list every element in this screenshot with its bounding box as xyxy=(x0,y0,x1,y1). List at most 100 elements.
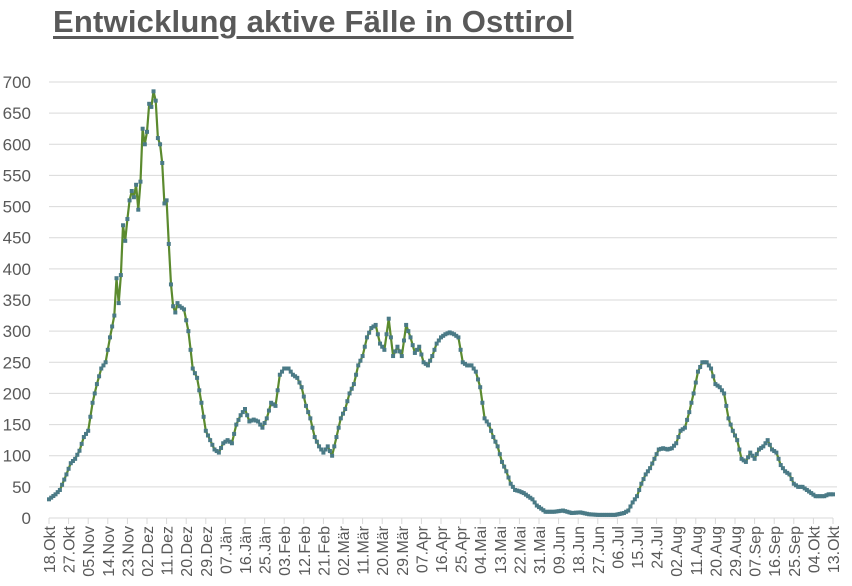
data-point-marker xyxy=(695,369,700,374)
data-point-marker xyxy=(643,472,648,477)
data-point-marker xyxy=(164,198,169,203)
data-point-marker xyxy=(471,366,476,371)
data-point-marker xyxy=(571,510,576,515)
data-point-marker xyxy=(802,486,807,491)
x-tick-label: 24.Jul xyxy=(650,526,667,569)
data-point-marker xyxy=(73,456,78,461)
data-point-marker xyxy=(635,494,639,499)
data-point-marker xyxy=(621,511,626,516)
data-point-marker xyxy=(650,461,655,466)
data-point-marker xyxy=(334,435,339,440)
data-point-marker xyxy=(221,441,226,446)
data-point-marker xyxy=(303,403,308,408)
data-point-marker xyxy=(380,344,385,349)
data-point-marker xyxy=(131,195,136,200)
data-point-marker xyxy=(393,349,398,354)
data-point-marker xyxy=(617,511,622,516)
data-point-marker xyxy=(750,453,755,458)
x-tick-label: 18.Jun xyxy=(571,526,588,574)
data-point-marker xyxy=(809,491,814,496)
data-point-marker xyxy=(807,489,812,494)
y-tick-label: 150 xyxy=(3,416,31,435)
data-point-marker xyxy=(759,445,764,450)
data-point-marker xyxy=(560,508,565,513)
data-point-marker xyxy=(669,446,674,451)
data-point-marker xyxy=(238,413,243,418)
data-point-marker xyxy=(247,419,252,424)
data-point-marker xyxy=(678,428,683,433)
data-point-marker xyxy=(112,313,117,318)
data-point-marker xyxy=(587,512,592,517)
data-point-marker xyxy=(793,483,798,488)
data-point-marker xyxy=(97,374,102,379)
data-point-marker xyxy=(756,447,761,452)
data-point-marker xyxy=(604,512,609,517)
x-tick-label: 16.Apr xyxy=(434,525,451,573)
x-tick-label: 16.Jän xyxy=(238,526,255,574)
data-point-marker xyxy=(310,425,315,430)
data-point-marker xyxy=(693,380,698,385)
data-point-marker xyxy=(51,493,56,498)
data-point-marker xyxy=(343,407,348,411)
data-point-marker xyxy=(443,332,448,337)
data-point-marker xyxy=(502,464,507,469)
chart-title: Entwicklung aktive Fälle in Osttirol xyxy=(53,4,574,39)
data-point-marker xyxy=(256,419,261,424)
data-series-active-cases xyxy=(47,89,835,517)
data-point-marker xyxy=(232,431,237,436)
data-point-marker xyxy=(658,446,663,451)
data-point-marker xyxy=(545,509,550,514)
data-point-marker xyxy=(312,435,317,440)
data-point-marker xyxy=(142,142,147,147)
data-point-marker xyxy=(208,438,213,443)
data-point-marker xyxy=(597,512,602,517)
data-point-marker xyxy=(253,418,258,423)
data-point-marker xyxy=(765,438,770,443)
data-point-marker xyxy=(356,363,361,368)
data-point-marker xyxy=(774,450,779,455)
data-point-marker xyxy=(687,410,692,415)
data-point-marker xyxy=(412,350,417,355)
data-point-marker xyxy=(600,512,605,517)
data-point-marker xyxy=(327,449,332,454)
x-tick-label: 02.Mär xyxy=(336,525,353,575)
data-point-marker xyxy=(754,452,759,457)
y-tick-label: 600 xyxy=(3,135,31,154)
data-point-marker xyxy=(578,510,583,515)
data-point-marker xyxy=(260,425,265,430)
data-point-marker xyxy=(203,428,208,433)
x-tick-label: 06.Jul xyxy=(610,526,627,569)
data-point-marker xyxy=(672,443,677,448)
data-point-marker xyxy=(532,500,537,505)
data-point-marker xyxy=(763,441,768,446)
y-tick-label: 500 xyxy=(3,198,31,217)
data-point-marker xyxy=(236,417,241,422)
data-point-marker xyxy=(702,360,707,365)
x-tick-label: 13.Mai xyxy=(493,526,510,574)
x-tick-label: 27.Okt xyxy=(62,525,79,573)
data-point-marker xyxy=(280,369,285,374)
data-point-marker xyxy=(388,335,393,340)
data-point-marker xyxy=(473,369,478,374)
x-tick-label: 16.Sep xyxy=(767,526,784,577)
data-point-marker xyxy=(685,417,690,422)
y-tick-label: 350 xyxy=(3,291,31,310)
data-point-marker xyxy=(166,241,171,246)
data-point-marker xyxy=(770,447,775,452)
data-point-marker xyxy=(175,301,180,306)
data-point-marker xyxy=(64,472,69,477)
data-point-marker xyxy=(528,495,533,500)
data-point-marker xyxy=(478,385,483,390)
x-tick-label: 02.Dez xyxy=(140,526,157,577)
data-point-marker xyxy=(691,391,696,396)
data-point-marker xyxy=(796,484,801,489)
data-point-marker xyxy=(824,493,829,498)
x-tick-label: 11.Mär xyxy=(356,525,373,574)
data-point-marker xyxy=(367,330,372,335)
data-point-marker xyxy=(706,363,711,368)
data-point-marker xyxy=(656,447,661,452)
data-point-marker xyxy=(68,461,73,466)
data-point-marker xyxy=(674,441,679,446)
data-point-marker xyxy=(323,447,328,452)
data-point-marker xyxy=(173,310,178,315)
